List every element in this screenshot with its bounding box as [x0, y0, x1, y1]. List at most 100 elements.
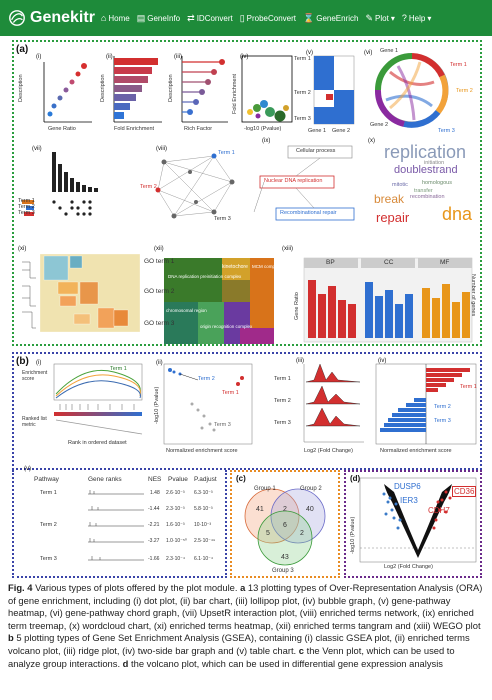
upset-term3: Term 3 — [18, 210, 35, 216]
venn-all: 6 — [283, 522, 287, 529]
panel-c-label: (c) — [236, 474, 246, 483]
gene-cdh7: CDH7 — [428, 506, 450, 515]
tree-box-recomb: Recombinational repair — [280, 210, 337, 216]
top-navbar: Genekitr ⌂ Home ▤ GeneInfo ⇄ IDConvert ▯ Pro… — [0, 0, 492, 36]
go-term1: GO term 1 — [144, 258, 175, 265]
word-doublestrand: doublestrand — [394, 164, 458, 176]
sublabel-ix: (ix) — [262, 138, 271, 144]
twoside-term2: Term 2 — [434, 404, 451, 410]
word-recombination: recombination — [410, 194, 445, 200]
row5-padj: 6.1·10⁻⁴ — [194, 556, 213, 562]
axis-description-1: Description — [18, 74, 24, 102]
word-replication: replication — [384, 142, 467, 162]
heatmap-term1: Term 1 — [294, 56, 311, 62]
th-pathway: Pathway — [34, 476, 59, 483]
caption-d: d — [122, 657, 129, 669]
row2-nes: -1.44 — [148, 506, 160, 512]
gsea-plot — [53, 363, 143, 435]
upset-plot — [22, 152, 98, 216]
bar-chart — [113, 56, 162, 123]
th-padjust: P.adjust — [194, 476, 217, 483]
nav-home[interactable]: ⌂ Home — [101, 13, 130, 23]
caption-text4: the Venn plot, which can be used to anal… — [8, 644, 455, 669]
gsea-table: (v) Pathway Gene ranks NES Pvalue P.adju… — [12, 466, 227, 578]
swap-icon: ⇄ — [187, 12, 195, 23]
wego-mf: MF — [440, 259, 450, 266]
twoside-x: Normalized enrichment score — [380, 448, 452, 454]
row5-pathway: Term 3 — [40, 556, 57, 562]
brush-icon: ✎ — [365, 12, 374, 23]
chevron-down-icon: ▾ — [427, 13, 432, 23]
enriched-terms-heatmap — [22, 253, 141, 333]
chord-gene2: Gene 2 — [370, 122, 389, 128]
brand-logo[interactable]: Genekitr — [8, 9, 95, 27]
wego-plot — [303, 257, 473, 343]
help-icon: ? — [401, 13, 407, 23]
axis-fold-enrichment: Fold Enrichment — [114, 126, 155, 132]
word-dna: dna — [442, 204, 473, 224]
two-side-bar — [375, 363, 477, 445]
sublabel-vii: (vii) — [32, 146, 42, 152]
venn-group2: Group 2 — [300, 486, 322, 492]
panel-a-figures — [22, 53, 473, 344]
row4-nes: -3.27 — [148, 538, 160, 544]
nav-geneinfo[interactable]: ▤ GeneInfo — [137, 13, 180, 24]
panel-b-figures — [53, 363, 477, 445]
upset-term1: Term 1 — [18, 198, 35, 204]
axis-gene-ratio: Gene Ratio — [48, 126, 76, 132]
bubble-graph — [241, 55, 293, 123]
b-sublabel-iii: (iii) — [296, 358, 304, 364]
gsea-rank-label: Rank in ordered dataset — [68, 440, 127, 446]
ridge-term2: Term 2 — [274, 398, 291, 404]
panel-b-label: (b) — [16, 356, 29, 367]
sublabel-ii: (ii) — [106, 54, 113, 60]
ridge-x: Log2 (Fold Change) — [304, 448, 353, 454]
panel-a: (a) — [12, 40, 482, 346]
sublabel-i: (i) — [36, 54, 42, 60]
row3-pvalue: 1.6·10⁻³ — [166, 522, 185, 528]
panel-c: (c) Group 1 Group 2 Group 3 41 40 43 2 5… — [230, 470, 340, 578]
nav-probeconvert[interactable]: ▯ ProbeConvert — [240, 13, 296, 24]
axis-fold-enrichment-y: Fold Enrichment — [232, 73, 238, 114]
chevron-down-icon: ▾ — [390, 13, 395, 23]
row1-nes: 1.48 — [150, 490, 160, 496]
sublabel-xii: (xii) — [154, 246, 164, 252]
axis-description-2: Description — [100, 74, 106, 102]
nav-idconvert[interactable]: ⇄ IDConvert — [187, 13, 233, 24]
ridge-term3: Term 3 — [274, 420, 291, 426]
venn-g1-only: 41 — [256, 506, 264, 513]
gsea-volcano-term2: Term 2 — [198, 376, 215, 382]
row2-pvalue: 2.3·10⁻³ — [166, 506, 185, 512]
tree-box-nuclear: Nuclear DNA replication — [264, 178, 323, 184]
row5-pvalue: 2.3·10⁻⁴ — [166, 556, 185, 562]
treemap-label-3: MCM complex — [252, 264, 281, 269]
nav-help[interactable]: ? Help ▾ — [402, 13, 431, 23]
venn-g1-g3: 5 — [266, 530, 270, 537]
b-sublabel-ii: (ii) — [156, 360, 163, 366]
upset-term2: Term 2 — [18, 204, 35, 210]
venn-diagram — [244, 488, 326, 566]
row3-pathway: Term 2 — [40, 522, 57, 528]
nav-geneinfo-label: GeneInfo — [147, 13, 181, 23]
network-term1: Term 1 — [218, 150, 235, 156]
home-icon: ⌂ — [100, 13, 107, 23]
th-nes: NES — [148, 476, 162, 483]
nav-plot[interactable]: ✎ Plot ▾ — [365, 13, 394, 24]
terms-network — [155, 153, 235, 219]
caption-text3: 5 plotting types of Gene Set Enrichment … — [8, 632, 470, 656]
nav-probeconvert-label: ProbeConvert — [246, 13, 297, 23]
venn-g3-only: 43 — [281, 554, 289, 561]
wego-number-genes: Number of genes — [470, 274, 476, 317]
wego-cc: CC — [384, 259, 394, 266]
axis-neglog10p: -log10 (Pvalue) — [244, 126, 282, 132]
volcano-y: -log10 (Pvalue) — [350, 516, 356, 554]
gsea-volcano — [163, 363, 253, 445]
th-pvalue: Pvalue — [168, 476, 188, 483]
chord-term2: Term 2 — [456, 88, 473, 94]
venn-g2-only: 40 — [306, 506, 314, 513]
sublabel-iii: (iii) — [174, 54, 182, 60]
heatmap-term3: Term 3 — [294, 116, 311, 122]
gsea-volcano-y: -log10 (Pvalue) — [154, 386, 160, 424]
volcano-plot — [359, 477, 477, 563]
nav-geneenrich[interactable]: ⌛ GeneEnrich — [303, 13, 358, 24]
